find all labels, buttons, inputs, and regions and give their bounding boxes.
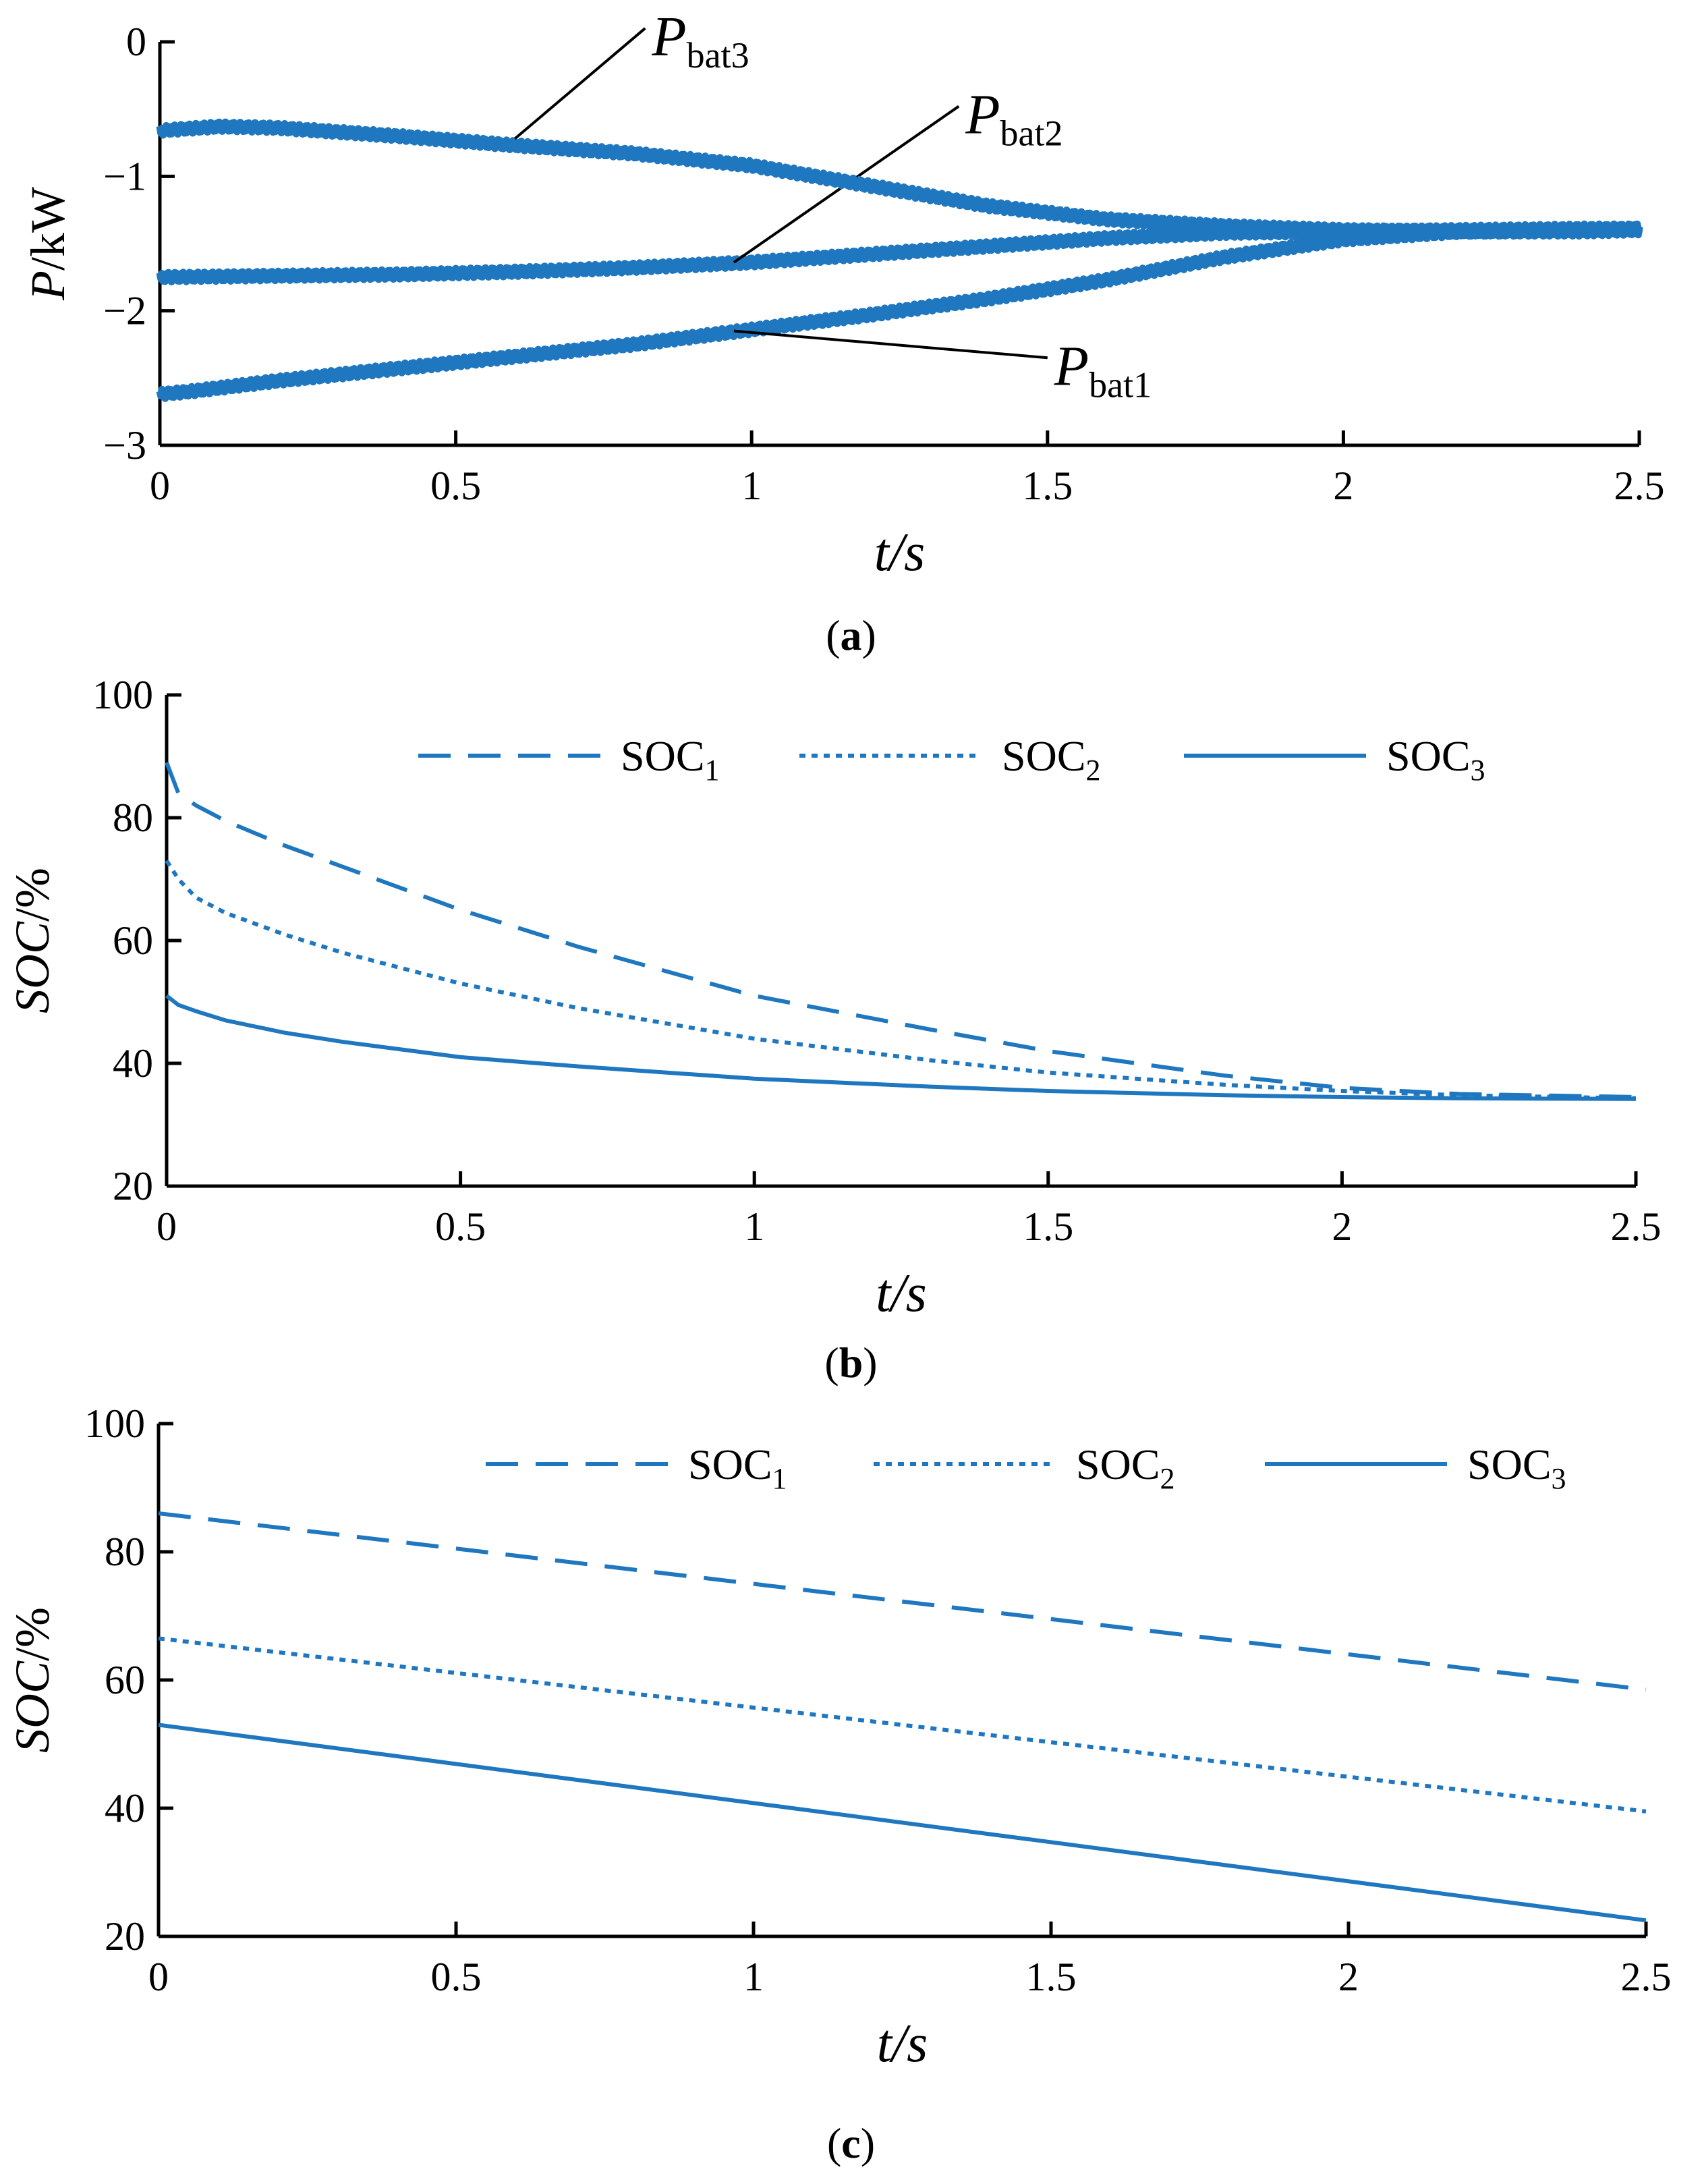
x-tick-label: 0.5 (435, 1204, 486, 1249)
x-tick-label: 0 (150, 464, 170, 508)
y-tick-label: 40 (105, 1786, 145, 1830)
x-tick-label: 2 (1333, 464, 1353, 508)
x-tick-label: 0.5 (430, 464, 481, 508)
legend-label-soc1: SOC1 (688, 1440, 787, 1495)
y-tick-label: 0 (126, 20, 146, 64)
series-soc1 (165, 762, 1637, 1099)
legend-label-sub: 2 (1086, 754, 1101, 787)
legend-label-sub: 1 (705, 754, 720, 787)
y-tick-label: 100 (92, 673, 153, 717)
legend-label-main: SOC (1002, 732, 1086, 780)
y-tick-label: 80 (105, 1530, 145, 1574)
series-soc3 (165, 994, 1637, 1101)
y-tick-label: −1 (103, 154, 146, 198)
y-axis-label: SOC/% (5, 868, 59, 1013)
y-tick-label: 20 (105, 1914, 145, 1959)
legend-label-sub: 3 (1552, 1462, 1566, 1495)
y-axis-label-unit: /kW (21, 187, 75, 271)
x-tick-label: 2 (1332, 1204, 1352, 1249)
x-tick-label: 0 (148, 1955, 169, 1999)
y-tick-label: −3 (103, 423, 146, 468)
legend-label-soc2: SOC2 (1002, 732, 1101, 787)
legend-label-sub: 2 (1160, 1462, 1175, 1495)
y-tick-label: −2 (103, 289, 146, 333)
x-tick-label: 0.5 (431, 1955, 482, 1999)
x-axis-label: t/s (877, 2014, 928, 2073)
y-tick-label: 40 (113, 1041, 153, 1086)
annotation-label-pbat3: Pbat3 (651, 5, 749, 76)
x-tick-label: 0 (157, 1204, 177, 1249)
legend-label-soc3: SOC3 (1467, 1440, 1566, 1495)
x-tick-label: 2.5 (1614, 464, 1665, 508)
y-axis-label-unit: /% (5, 1607, 59, 1661)
annotation-label-main: P (1054, 335, 1089, 397)
x-tick-label: 1 (743, 1955, 764, 1999)
annotation-label-sub: bat2 (1000, 113, 1063, 154)
x-tick-label: 1 (744, 1204, 764, 1249)
legend-label-main: SOC (621, 732, 705, 780)
y-axis-label: P/kW (21, 187, 75, 301)
legend-label-sub: 1 (772, 1462, 787, 1495)
legend-label-main: SOC (1076, 1440, 1160, 1488)
annotation-label-main: P (965, 84, 1000, 146)
legend-label-main: SOC (1386, 732, 1471, 780)
y-axis-label-var: SOC (5, 1660, 59, 1753)
chart-a: 0 0.5 1 1.5 2 2.50−1−2−3t/sP/kWPbat1Pbat2Pbat… (21, 5, 1665, 582)
legend-label-soc1: SOC1 (621, 732, 720, 787)
annotation-label-pbat1: Pbat1 (1054, 335, 1152, 405)
panel-caption-b: (b) (824, 1339, 878, 1387)
y-axis-label: SOC/% (5, 1607, 59, 1753)
x-tick-label: 1 (741, 464, 762, 508)
x-tick-label: 1.5 (1023, 1204, 1073, 1249)
y-axis-label-var: P (21, 271, 75, 301)
x-tick-label: 2.5 (1611, 1204, 1662, 1249)
x-tick-label: 1.5 (1022, 464, 1073, 508)
legend-label-soc2: SOC2 (1076, 1440, 1175, 1495)
y-tick-label: 80 (113, 795, 153, 840)
series-soc2 (165, 860, 1637, 1100)
series-soc1 (158, 1511, 1647, 1692)
annotation-label-sub: bat3 (687, 35, 749, 76)
series-soc3 (158, 1723, 1647, 1923)
series-pbat3 (156, 118, 1643, 240)
legend-label-soc3: SOC3 (1386, 732, 1485, 787)
annotation-label-pbat2: Pbat2 (965, 84, 1062, 154)
y-axis-label-var: SOC (5, 921, 59, 1013)
x-axis-label: t/s (876, 1264, 927, 1323)
annotation-leader-pbat1 (733, 329, 1048, 360)
legend-label-main: SOC (688, 1440, 772, 1488)
annotation-label-sub: bat1 (1089, 364, 1152, 405)
x-tick-label: 2.5 (1621, 1955, 1672, 1999)
annotation-label-main: P (651, 5, 686, 68)
legend-label-main: SOC (1467, 1440, 1552, 1488)
y-tick-label: 60 (113, 918, 153, 963)
x-tick-label: 2 (1338, 1955, 1359, 1999)
panel-caption-c: (c) (826, 2119, 876, 2167)
y-tick-label: 60 (105, 1658, 145, 1702)
x-axis-label: t/s (874, 523, 926, 582)
y-axis-label-unit: /% (5, 868, 59, 922)
x-tick-label: 1.5 (1026, 1955, 1077, 1999)
annotation-leader-pbat3 (514, 27, 646, 140)
y-tick-label: 20 (113, 1164, 153, 1208)
panel-caption-a: (a) (826, 611, 876, 659)
y-tick-label: 100 (84, 1401, 145, 1446)
legend-label-sub: 3 (1471, 754, 1485, 787)
